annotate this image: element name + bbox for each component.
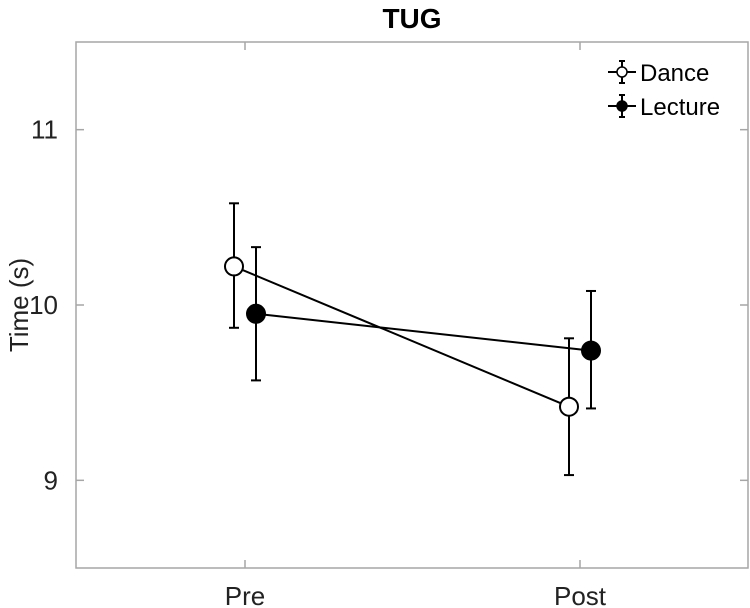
x-tick-label: Post xyxy=(554,581,607,608)
legend: Dance Lecture xyxy=(608,60,720,121)
series-layer xyxy=(224,202,601,477)
legend-marker xyxy=(616,100,628,112)
legend-item-lecture: Lecture xyxy=(608,94,720,121)
series-line xyxy=(255,312,592,352)
y-tick-label: 11 xyxy=(31,115,58,145)
y-axis: 9 10 11 xyxy=(29,115,748,495)
chart-title: TUG xyxy=(382,3,441,34)
data-point xyxy=(246,303,266,324)
legend-marker xyxy=(616,66,628,78)
data-point xyxy=(581,340,601,361)
y-tick-label: 10 xyxy=(29,290,58,320)
x-tick-label: Pre xyxy=(225,581,265,608)
legend-label: Dance xyxy=(640,60,709,87)
data-point xyxy=(224,256,244,277)
y-tick-label: 9 xyxy=(44,465,58,495)
x-axis: Pre Post xyxy=(225,42,607,608)
legend-item-dance: Dance xyxy=(608,60,709,87)
y-axis-label: Time (s) xyxy=(4,258,34,352)
series-line xyxy=(233,265,570,408)
legend-label: Lecture xyxy=(640,94,720,121)
series-lecture xyxy=(246,246,601,410)
series-dance xyxy=(224,202,579,477)
data-point xyxy=(559,396,579,417)
